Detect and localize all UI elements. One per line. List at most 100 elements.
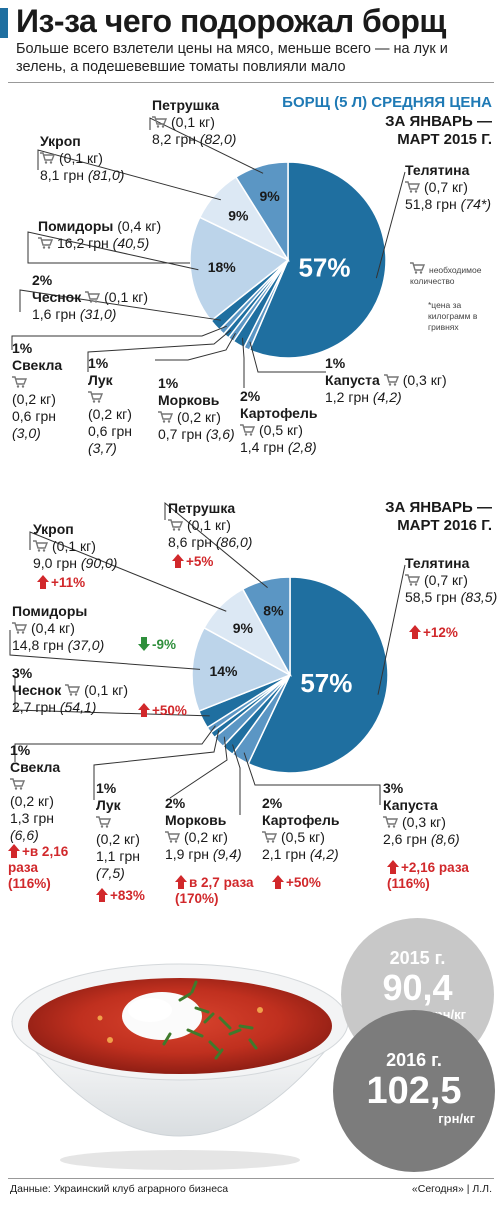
footer-divider xyxy=(8,1178,494,1179)
pie-2015-leader-tomato xyxy=(27,231,199,271)
pie-2016-leader-parsley xyxy=(164,501,268,589)
pie-2015-label-garlic: 2% Чеснок (0,1 кг) 1,6 грн (31,0) xyxy=(32,272,149,322)
pie-2015-leader-parsley xyxy=(149,117,264,174)
pie-2015-leader-onion xyxy=(87,329,232,372)
legend-price-note: *цена за килограмм в гривнях xyxy=(428,300,478,332)
cart-icon xyxy=(152,115,168,128)
pie-2016-leader-beet xyxy=(14,725,216,762)
cart-icon xyxy=(65,683,81,696)
pie-2015-slice-parsley xyxy=(234,161,289,263)
pie-2016-leader-onion xyxy=(93,730,220,800)
pie-2015-label-tomato: Помидоры (0,4 кг) 16,2 грн (40,5) xyxy=(38,218,162,251)
pie-2015-slice-tomato xyxy=(189,216,290,322)
change-arrow-icon xyxy=(175,875,189,890)
cart-icon xyxy=(262,830,278,843)
pie-2015-label-potato: 2% Картофель (0,5 кг) 1,4 грн (2,8) xyxy=(240,388,318,455)
pie-2015-label-cabbage: 1% Капуста (0,3 кг) 1,2 грн (4,2) xyxy=(325,355,447,405)
change-arrow-icon xyxy=(96,888,110,903)
cart-icon xyxy=(405,573,421,586)
pie-2015-slice-veal xyxy=(248,161,387,359)
total-2016-year: 2016 г. xyxy=(386,1050,442,1070)
pie-2016-change-beet: +в 2,16 раза (116%) xyxy=(8,844,69,891)
cart-icon xyxy=(12,621,28,634)
pie-2015-leader-veal xyxy=(375,171,406,279)
cart-icon xyxy=(383,373,399,386)
pie-2016-change-dill: +11% xyxy=(37,575,85,591)
pie-2016-label-potato: 2% Картофель (0,5 кг) 2,1 грн (4,2) xyxy=(262,795,340,862)
cart-icon xyxy=(96,815,112,828)
header-divider xyxy=(8,82,494,83)
pie-2015-pct-tomato: 18% xyxy=(208,259,237,275)
pie-2015-label-parsley: Петрушка (0,1 кг) 8,2 грн (82,0) xyxy=(152,97,237,147)
pie-2015-leader-cabbage xyxy=(249,341,326,373)
total-2016-value: 102,5 xyxy=(366,1070,462,1112)
cart-icon xyxy=(168,518,184,531)
pie-2016-change-potato: +50% xyxy=(272,875,321,891)
pie-2016-slice-veal xyxy=(247,576,389,774)
change-arrow-icon xyxy=(8,844,22,859)
cart-icon xyxy=(88,390,104,403)
total-2016-circle: 2016 г. 102,5 грн/кг xyxy=(333,1010,495,1172)
credit-note: «Сегодня» | Л.Л. xyxy=(411,1183,492,1195)
cart-icon xyxy=(12,375,28,388)
page-subtitle: Больше всего взлетели цены на мясо, мень… xyxy=(16,41,448,75)
total-2016-unit: грн/кг xyxy=(438,1111,475,1126)
pie-2016-change-tomato: -9% xyxy=(138,637,176,653)
pie-2016-leader-carrot xyxy=(169,736,228,799)
pie-2016-change-veal: +12% xyxy=(409,625,458,641)
pie-2016-label-parsley: Петрушка (0,1 кг) 8,6 грн (86,0) xyxy=(168,500,253,550)
pie-2016-leader-cabbage xyxy=(243,752,381,805)
pie-2015-pct-dill: 9% xyxy=(228,208,249,224)
pie-2016-label-beet: 1% Свекла (0,2 кг) 1,3 грн (6,6) xyxy=(10,742,61,843)
pie-2016-leader-tomato xyxy=(9,630,201,670)
pie-2016-change-carrot: в 2,7 раза (170%) xyxy=(175,875,254,906)
pie-2016-leader-veal xyxy=(377,564,406,695)
total-2015-year: 2015 г. xyxy=(389,948,446,968)
pie-2015-pct-parsley: 9% xyxy=(259,188,280,204)
change-arrow-icon xyxy=(387,860,401,875)
pie-2016-label-dill: Укроп (0,1 кг) 9,0 грн (90,0) xyxy=(33,521,118,571)
pie-2015-leader-carrot xyxy=(155,333,236,361)
pie-2016-leader-potato xyxy=(232,744,241,815)
legend-cart-note: необходимое количество xyxy=(410,262,494,287)
pie-2016-change-onion: +83% xyxy=(96,888,145,904)
pie-2015-label-onion: 1% Лук (0,2 кг) 0,6 грн (3,7) xyxy=(88,355,132,456)
pie-2015-leader-dill xyxy=(37,149,222,201)
cart-icon xyxy=(10,777,26,790)
pie-2016-change-cabbage: +2,16 раза (116%) xyxy=(387,860,469,891)
pie-2016-change-parsley: +5% xyxy=(172,554,213,570)
change-arrow-icon xyxy=(409,625,423,640)
pie-2016-pct-tomato: 14% xyxy=(209,663,238,679)
pie-2015-label-dill: Укроп (0,1 кг) 8,1 грн (81,0) xyxy=(40,133,125,183)
pie-2016-pct-veal: 57% xyxy=(300,668,352,698)
cart-icon xyxy=(85,290,101,303)
page-title: Из-за чего подорожал борщ xyxy=(16,3,446,39)
pie-2016-leader-dill xyxy=(29,531,227,612)
change-arrow-icon xyxy=(138,637,152,652)
pie-2015-pct-veal: 57% xyxy=(298,252,350,282)
cart-icon xyxy=(158,410,174,423)
pie-2015-label-carrot: 1% Морковь (0,2 кг) 0,7 грн (3,6) xyxy=(158,375,235,442)
source-note: Данные: Украинский клуб аграрного бизнес… xyxy=(10,1183,229,1195)
cart-icon xyxy=(410,262,426,274)
pie-2015-leader-garlic xyxy=(19,289,221,321)
pie-2016-label-tomato: Помидоры (0,4 кг) 14,8 грн (37,0) xyxy=(12,603,105,653)
borscht-bowl-illustration xyxy=(11,963,349,1170)
cart-icon xyxy=(240,423,256,436)
cart-icon xyxy=(383,815,399,828)
cart-icon xyxy=(40,151,56,164)
legend-cart-text: необходимое количество xyxy=(410,265,482,286)
pie-2016-pct-dill: 9% xyxy=(233,620,254,636)
change-arrow-icon xyxy=(37,575,51,590)
total-2015-value: 90,4 xyxy=(382,967,453,1008)
pie-2015-leader-potato xyxy=(242,337,245,388)
pie-2015-label-veal: Телятина (0,7 кг) 51,8 грн (74*) xyxy=(405,162,492,212)
period-2016: ЗА ЯНВАРЬ — МАРТ 2016 Г. xyxy=(385,499,492,534)
pie-2016-label-cabbage: 3% Капуста (0,3 кг) 2,6 грн (8,6) xyxy=(383,780,460,847)
pie-2016-label-carrot: 2% Морковь (0,2 кг) 1,9 грн (9,4) xyxy=(165,795,242,862)
cart-icon xyxy=(38,236,54,249)
change-arrow-icon xyxy=(138,703,152,718)
pie-2016-slice-parsley xyxy=(241,576,291,676)
pie-2016-change-garlic: +50% xyxy=(138,703,187,719)
